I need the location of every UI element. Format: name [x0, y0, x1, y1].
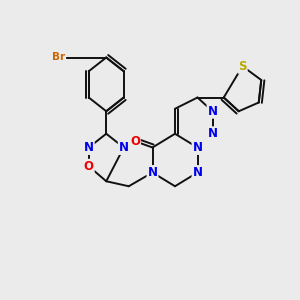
Text: O: O: [84, 160, 94, 173]
Text: N: N: [193, 166, 202, 179]
Text: N: N: [208, 105, 218, 118]
Text: O: O: [130, 135, 140, 148]
Text: N: N: [193, 141, 202, 154]
Text: N: N: [119, 141, 129, 154]
Text: Br: Br: [52, 52, 65, 62]
Text: N: N: [208, 127, 218, 140]
Text: N: N: [148, 166, 158, 179]
Text: S: S: [238, 60, 247, 73]
Text: N: N: [84, 141, 94, 154]
